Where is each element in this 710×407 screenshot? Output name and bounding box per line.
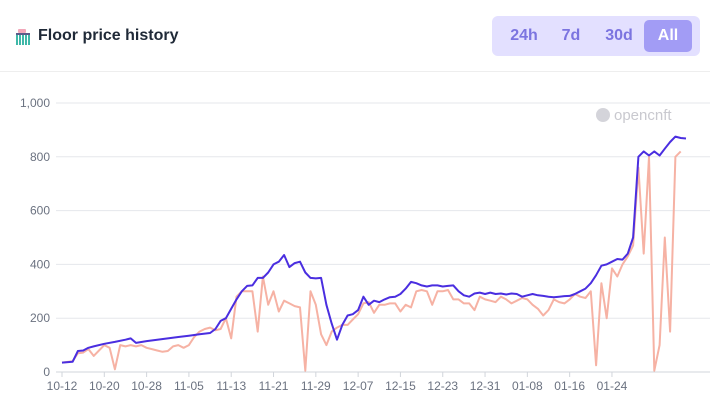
broom-icon bbox=[16, 29, 30, 45]
x-tick-label: 11-13 bbox=[216, 379, 246, 393]
x-tick-label: 11-05 bbox=[174, 379, 204, 393]
y-axis-ticks: 0 200 400 600 800 1,000 bbox=[20, 96, 50, 379]
y-tick-label: 200 bbox=[30, 311, 50, 325]
range-all-button[interactable]: All bbox=[644, 20, 692, 52]
floor-price-line bbox=[61, 135, 687, 364]
watermark-text: opencnft bbox=[614, 107, 672, 124]
x-tick-label: 10-28 bbox=[131, 379, 162, 393]
x-tick-label: 10-12 bbox=[47, 379, 78, 393]
x-tick-label: 11-29 bbox=[301, 379, 331, 393]
sale-price-line bbox=[61, 150, 682, 372]
y-tick-label: 400 bbox=[30, 257, 50, 271]
x-tick-label: 10-20 bbox=[89, 379, 120, 393]
chart-grid bbox=[56, 102, 710, 373]
chart-title: Floor price history bbox=[38, 27, 179, 44]
x-tick-label: 01-16 bbox=[554, 379, 585, 393]
chart-header: Floor price history 24h 7d 30d All bbox=[0, 0, 710, 72]
opencnft-watermark: opencnft bbox=[596, 107, 672, 124]
y-tick-label: 0 bbox=[43, 365, 50, 379]
range-30d-button[interactable]: 30d bbox=[605, 27, 633, 44]
x-tick-label: 12-31 bbox=[470, 379, 501, 393]
y-tick-label: 1,000 bbox=[20, 96, 50, 110]
x-tick-label: 01-24 bbox=[597, 379, 628, 393]
x-axis-ticks: 10-12 10-20 10-28 11-05 11-13 11-21 11-29 12-07… bbox=[47, 372, 628, 393]
range-24h-button[interactable]: 24h bbox=[510, 27, 538, 44]
x-tick-label: 12-07 bbox=[343, 379, 374, 393]
y-tick-label: 800 bbox=[30, 150, 50, 164]
range-7d-button[interactable]: 7d bbox=[561, 27, 581, 44]
chart-series bbox=[61, 135, 687, 372]
x-tick-label: 11-21 bbox=[259, 379, 289, 393]
x-tick-label: 12-15 bbox=[385, 379, 416, 393]
x-tick-label: 01-08 bbox=[512, 379, 543, 393]
time-range-selector: 24h 7d 30d All bbox=[492, 16, 700, 56]
opencnft-logo-icon bbox=[596, 108, 610, 122]
x-tick-label: 12-23 bbox=[427, 379, 458, 393]
y-tick-label: 600 bbox=[30, 204, 50, 218]
floor-price-chart: 0 200 400 600 800 1,000 10-12 10-20 10-28 11-05 1… bbox=[0, 72, 710, 407]
